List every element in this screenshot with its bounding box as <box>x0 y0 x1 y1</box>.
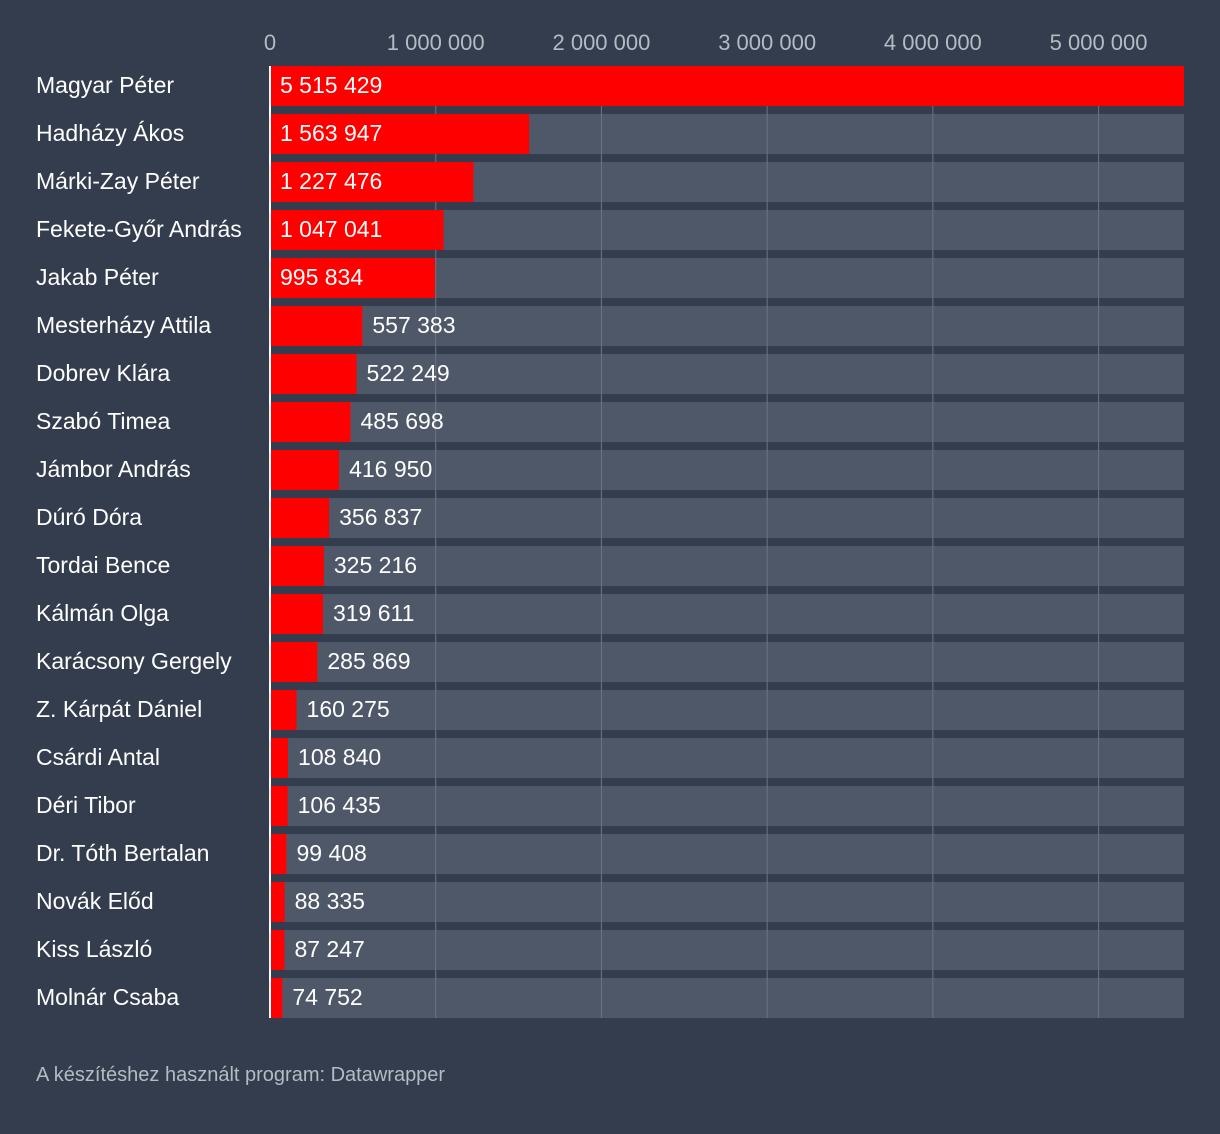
bar <box>270 642 318 682</box>
category-label: Z. Kárpát Dániel <box>36 696 202 722</box>
value-label: 416 950 <box>349 456 432 482</box>
x-tick-label: 0 <box>264 30 276 55</box>
category-label: Csárdi Antal <box>36 744 160 770</box>
category-label: Fekete-Győr András <box>36 216 242 242</box>
bar <box>270 162 474 202</box>
value-label: 995 834 <box>280 264 363 290</box>
category-label: Dúró Dóra <box>36 504 142 530</box>
category-label: Hadházy Ákos <box>36 120 184 146</box>
value-label: 5 515 429 <box>280 72 382 98</box>
bar <box>270 594 323 634</box>
bar <box>270 834 287 874</box>
value-labels: 5 515 429 1 563 947 1 227 476 1 047 041 995 … <box>280 72 456 1010</box>
bar-track <box>270 834 1184 874</box>
bar <box>270 882 285 922</box>
category-label: Déri Tibor <box>36 792 136 818</box>
value-label: 285 869 <box>327 648 410 674</box>
bar <box>270 450 340 490</box>
bar-track <box>270 546 1184 586</box>
bar <box>270 546 324 586</box>
bar-track <box>270 402 1184 442</box>
bar-track <box>270 930 1184 970</box>
bar-track <box>270 594 1184 634</box>
value-label: 87 247 <box>294 936 364 962</box>
bar-track <box>270 882 1184 922</box>
value-label: 99 408 <box>296 840 366 866</box>
category-label: Novák Előd <box>36 888 154 914</box>
bar <box>270 930 285 970</box>
bar <box>270 114 530 154</box>
value-label: 356 837 <box>339 504 422 530</box>
bar-track <box>270 786 1184 826</box>
category-label: Jakab Péter <box>36 264 159 290</box>
category-label: Márki-Zay Péter <box>36 168 200 194</box>
bar-tracks <box>270 66 1184 1018</box>
bar-chart: 0 1 000 000 2 000 000 3 000 000 4 000 000 5 0… <box>36 30 1184 1018</box>
value-label: 160 275 <box>307 696 390 722</box>
category-label: Magyar Péter <box>36 72 174 98</box>
bar-track <box>270 354 1184 394</box>
category-label: Molnár Csaba <box>36 984 179 1010</box>
category-label: Kiss László <box>36 936 152 962</box>
category-label: Karácsony Gergely <box>36 648 232 674</box>
bar <box>270 498 330 538</box>
x-tick-label: 1 000 000 <box>387 30 485 55</box>
category-label: Dr. Tóth Bertalan <box>36 840 209 866</box>
bar-track <box>270 450 1184 490</box>
bar-track <box>270 642 1184 682</box>
x-tick-label: 4 000 000 <box>884 30 982 55</box>
gridlines <box>435 66 1100 1018</box>
bar-track <box>270 690 1184 730</box>
bar <box>270 978 283 1018</box>
value-label: 88 335 <box>295 888 365 914</box>
category-label: Mesterházy Attila <box>36 312 211 338</box>
value-label: 1 047 041 <box>280 216 382 242</box>
category-label: Tordai Bence <box>36 552 170 578</box>
bar-track <box>270 978 1184 1018</box>
category-label: Szabó Timea <box>36 408 170 434</box>
bar-track <box>270 738 1184 778</box>
bar <box>270 210 444 250</box>
category-label: Jámbor András <box>36 456 191 482</box>
bar <box>270 738 289 778</box>
credit-footer: A készítéshez használt program: Datawrap… <box>36 1064 446 1086</box>
bar <box>270 690 297 730</box>
value-label: 485 698 <box>360 408 443 434</box>
value-label: 108 840 <box>298 744 381 770</box>
value-label: 106 435 <box>298 792 381 818</box>
value-label: 325 216 <box>334 552 417 578</box>
value-label: 74 752 <box>292 984 362 1010</box>
bar-track <box>270 306 1184 346</box>
value-label: 1 227 476 <box>280 168 382 194</box>
bar-track <box>270 498 1184 538</box>
bar <box>270 402 351 442</box>
x-tick-label: 2 000 000 <box>552 30 650 55</box>
bars <box>270 66 1184 1018</box>
bar <box>270 306 363 346</box>
value-label: 522 249 <box>367 360 450 386</box>
bar <box>270 354 357 394</box>
category-label: Kálmán Olga <box>36 600 169 626</box>
value-label: 319 611 <box>333 600 414 626</box>
value-label: 1 563 947 <box>280 120 382 146</box>
x-tick-label: 5 000 000 <box>1050 30 1148 55</box>
category-label: Dobrev Klára <box>36 360 170 386</box>
value-label: 557 383 <box>372 312 455 338</box>
bar <box>270 66 1184 106</box>
bar <box>270 258 436 298</box>
x-axis-ticks: 0 1 000 000 2 000 000 3 000 000 4 000 000 5 0… <box>264 30 1148 55</box>
bar <box>270 786 288 826</box>
category-labels: Magyar Péter Hadházy Ákos Márki-Zay Péter F… <box>36 72 242 1010</box>
x-tick-label: 3 000 000 <box>718 30 816 55</box>
